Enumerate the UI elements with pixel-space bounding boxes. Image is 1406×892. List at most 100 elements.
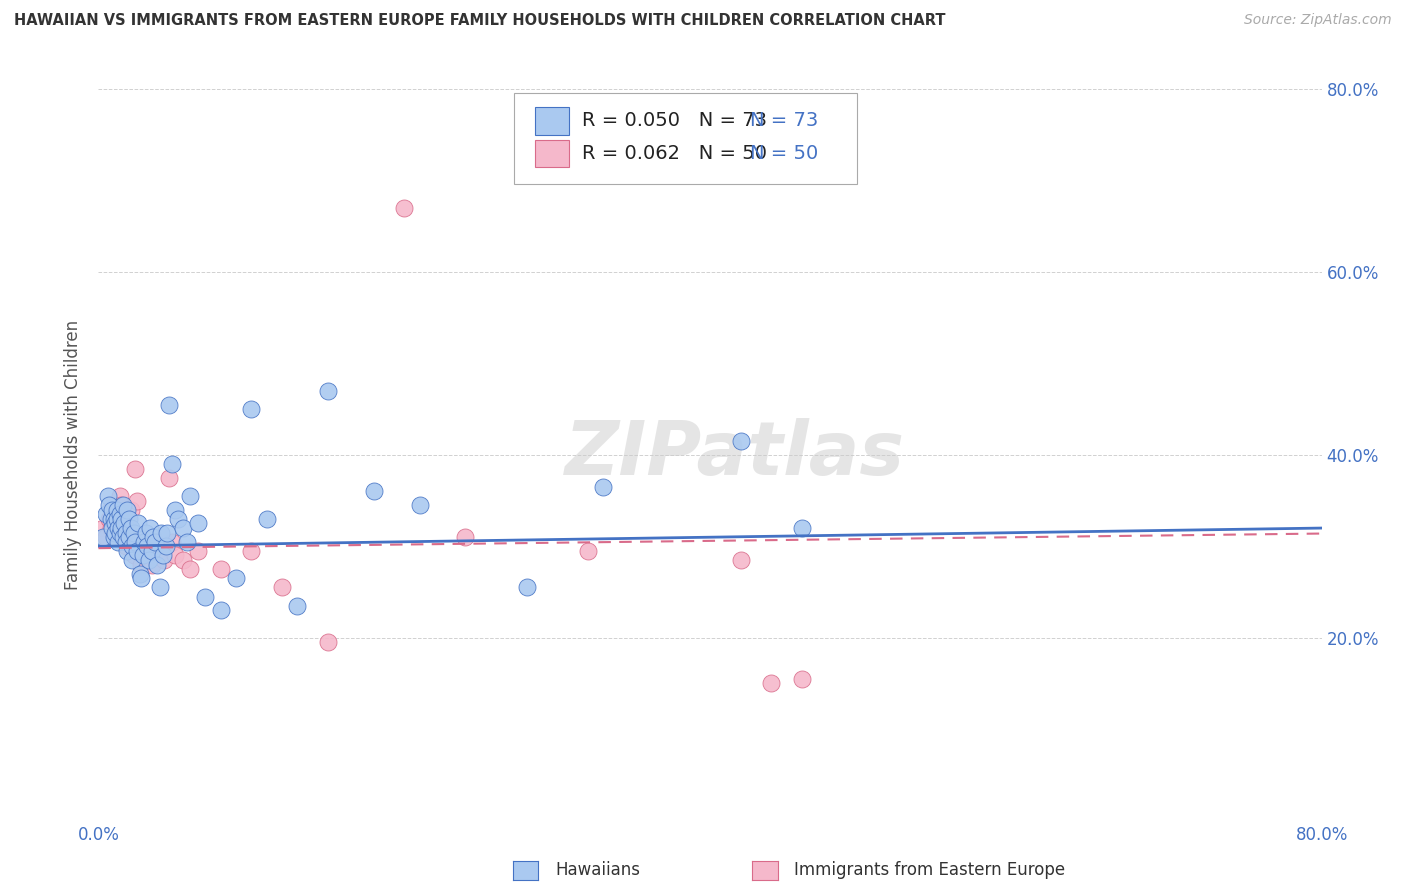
Point: [120, 502, 142, 516]
Point: [454, 530, 477, 544]
Point: [124, 461, 146, 475]
Point: [103, 525, 125, 540]
Text: HAWAIIAN VS IMMIGRANTS FROM EASTERN EUROPE FAMILY HOUSEHOLDS WITH CHILDREN CORRE: HAWAIIAN VS IMMIGRANTS FROM EASTERN EURO…: [14, 13, 946, 29]
Point: [125, 493, 148, 508]
Point: [101, 498, 124, 512]
Point: [592, 480, 614, 494]
Point: [104, 516, 127, 531]
Point: [149, 581, 172, 595]
Point: [172, 553, 194, 567]
Point: [141, 558, 163, 572]
Point: [142, 530, 165, 544]
Point: [112, 516, 135, 531]
Point: [117, 502, 139, 516]
Point: [127, 530, 149, 544]
Point: [122, 525, 145, 540]
Point: [100, 512, 122, 526]
Text: Hawaiians: Hawaiians: [555, 861, 640, 879]
Point: [240, 544, 263, 558]
Point: [128, 566, 150, 581]
Point: [157, 398, 180, 412]
Point: [134, 534, 156, 549]
Point: [179, 562, 201, 576]
Point: [112, 530, 135, 544]
Point: [110, 498, 132, 512]
Point: [209, 603, 232, 617]
Point: [132, 549, 155, 563]
Point: [110, 521, 132, 535]
Point: [103, 512, 125, 526]
Point: [316, 635, 339, 649]
Point: [163, 502, 186, 516]
Point: [146, 549, 169, 563]
Point: [101, 502, 124, 516]
Point: [730, 553, 752, 567]
Point: [209, 562, 232, 576]
Point: [91, 530, 114, 544]
Point: [155, 539, 177, 553]
Point: [135, 525, 157, 540]
Point: [143, 534, 166, 549]
Point: [153, 553, 176, 567]
Point: [127, 516, 149, 531]
Point: [136, 539, 159, 553]
Point: [167, 512, 190, 526]
Point: [124, 534, 146, 549]
Point: [105, 502, 128, 516]
Point: [94, 530, 117, 544]
Point: [408, 498, 430, 512]
Point: [730, 434, 752, 449]
Point: [160, 534, 183, 549]
Point: [115, 525, 138, 540]
Point: [240, 402, 263, 417]
Point: [108, 525, 131, 540]
Point: [150, 525, 173, 540]
Point: [790, 672, 813, 686]
Point: [115, 534, 138, 549]
Point: [187, 544, 209, 558]
Point: [104, 502, 127, 516]
Point: [117, 544, 139, 558]
Point: [160, 457, 183, 471]
Point: [125, 544, 148, 558]
Point: [194, 590, 217, 604]
Point: [111, 530, 134, 544]
FancyBboxPatch shape: [536, 140, 569, 168]
Point: [118, 512, 141, 526]
Text: R = 0.050   N = 73: R = 0.050 N = 73: [582, 112, 766, 130]
Point: [138, 553, 160, 567]
Point: [316, 384, 339, 398]
Point: [135, 549, 157, 563]
Point: [270, 581, 292, 595]
Point: [172, 521, 194, 535]
Point: [121, 534, 143, 549]
Y-axis label: Family Households with Children: Family Households with Children: [65, 320, 83, 590]
Point: [108, 508, 131, 522]
Point: [110, 512, 132, 526]
Point: [285, 599, 308, 613]
Point: [111, 498, 134, 512]
Point: [118, 525, 141, 540]
Point: [152, 549, 174, 563]
Point: [176, 534, 198, 549]
Point: [759, 676, 782, 690]
Point: [103, 512, 125, 526]
Point: [115, 539, 138, 553]
Point: [107, 521, 129, 535]
Text: Immigrants from Eastern Europe: Immigrants from Eastern Europe: [794, 861, 1066, 879]
Point: [516, 581, 538, 595]
Point: [107, 534, 129, 549]
Point: [122, 549, 145, 563]
Point: [120, 521, 142, 535]
Point: [150, 544, 173, 558]
Point: [392, 201, 416, 215]
Point: [225, 571, 247, 585]
Point: [790, 521, 813, 535]
Point: [121, 539, 143, 553]
Point: [121, 553, 143, 567]
Text: R = 0.062   N = 50: R = 0.062 N = 50: [582, 145, 766, 163]
Point: [107, 530, 129, 544]
Point: [101, 521, 124, 535]
Point: [129, 571, 152, 585]
Point: [98, 498, 121, 512]
